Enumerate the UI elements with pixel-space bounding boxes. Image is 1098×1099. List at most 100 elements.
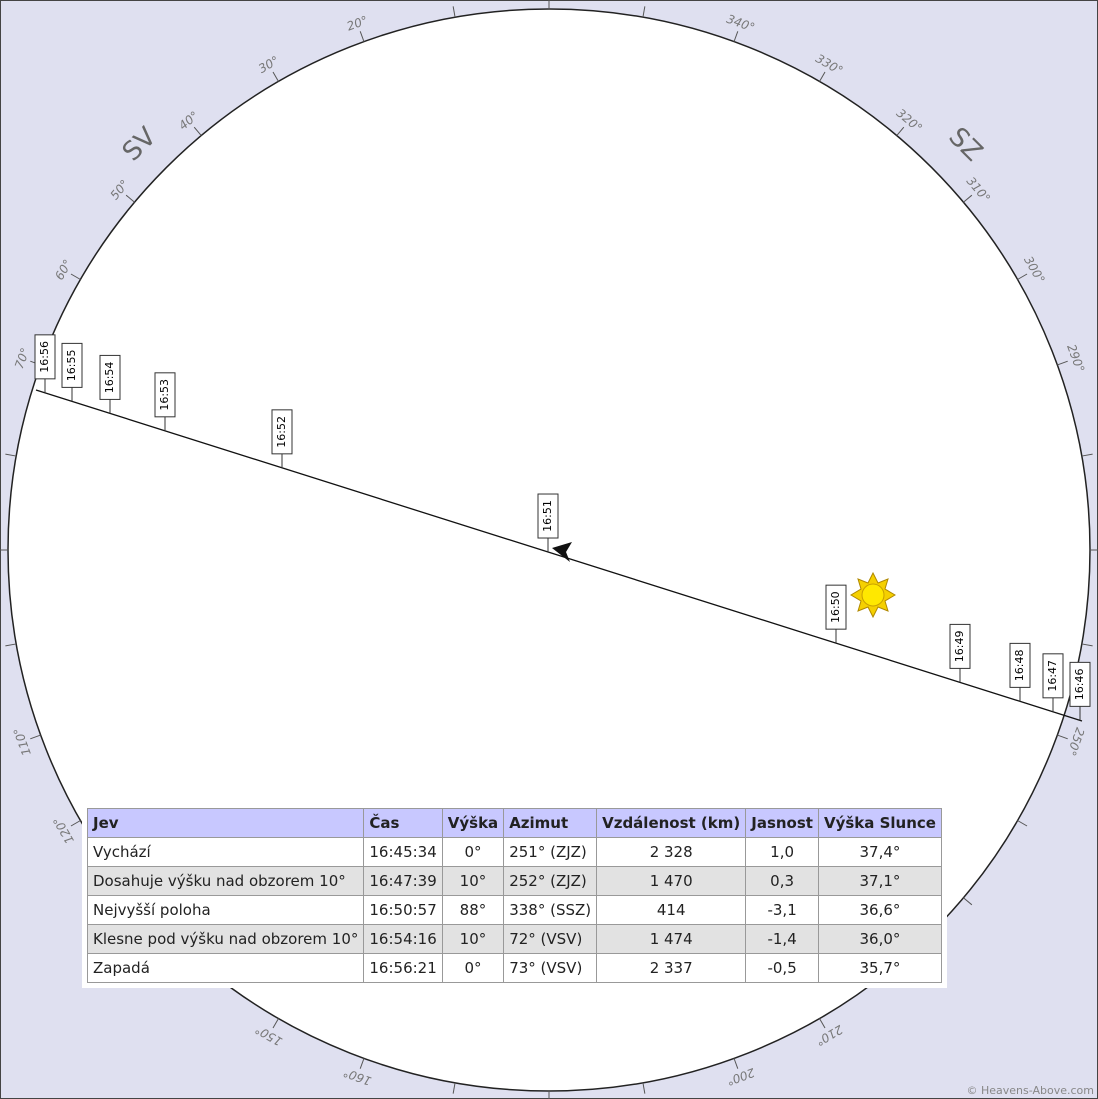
table-cell: 36,6° (817, 895, 942, 925)
table-row: Vychází 16:45:34 0° 251° (ZJZ) 2 328 1,0 37,4° (86, 837, 942, 867)
azimuth-tick (193, 126, 202, 136)
azimuth-tick (963, 897, 973, 906)
azimuth-tick (5, 643, 17, 647)
time-label: 16:56 (38, 341, 51, 373)
table-cell: 72° (VSV) (503, 924, 598, 954)
table-cell: 0° (441, 837, 505, 867)
time-label-box (99, 354, 121, 400)
azimuth-tick (70, 820, 81, 827)
time-label: 16:52 (275, 416, 288, 448)
header-cell: Jasnost (745, 808, 819, 838)
table-cell: 73° (VSV) (503, 953, 598, 983)
azimuth-tick (1057, 360, 1068, 366)
table-row: Dosahuje výšku nad obzorem 10° 16:47:39 10… (86, 866, 942, 896)
table-cell: Zapadá (86, 953, 365, 983)
header-cell: Jev (86, 808, 365, 838)
table-cell: 0° (441, 953, 505, 983)
azimuth-tick (1081, 643, 1093, 647)
pass-table-panel: Jev Čas Výška Azimut Vzdálenost (km) Jasnost V… (82, 803, 947, 988)
header-cell: Azimut (503, 808, 598, 838)
header-cell: Výška (441, 808, 505, 838)
azimuth-tick (452, 6, 456, 18)
azimuth-tick (819, 1018, 826, 1029)
time-label: 16:48 (1013, 650, 1026, 682)
time-labels: 16:46 16:47 16:48 16:49 16:50 16:51 16:52 16:53… (34, 334, 1091, 721)
satellite-track (35, 389, 1083, 722)
azimuth-tick (1017, 273, 1028, 280)
table-cell: Dosahuje výšku nad obzorem 10° (86, 866, 365, 896)
azimuth-tick (5, 453, 17, 457)
time-label-box (949, 623, 971, 669)
table-row: Klesne pod výšku nad obzorem 10° 16:54:16… (86, 924, 942, 954)
azimuth-tick (1081, 453, 1093, 457)
time-label-box (1069, 661, 1091, 707)
table-cell: 16:54:16 (363, 924, 443, 954)
time-label: 16:54 (103, 362, 116, 394)
table-cell: 1 470 (596, 866, 747, 896)
time-label: 16:47 (1046, 660, 1059, 692)
table-cell: 36,0° (817, 924, 942, 954)
time-label-box (537, 493, 559, 539)
time-label-box (1042, 653, 1064, 699)
table-cell: 0,3 (745, 866, 819, 896)
direction-arrow (552, 542, 572, 562)
time-label: 16:53 (158, 379, 171, 411)
header-cell: Čas (363, 808, 443, 838)
pass-table: Jev Čas Výška Azimut Vzdálenost (km) Jasnost V… (86, 808, 942, 983)
table-cell: 1 474 (596, 924, 747, 954)
azimuth-tick (359, 1058, 365, 1069)
table-cell: 16:50:57 (363, 895, 443, 925)
table-cell: 88° (441, 895, 505, 925)
table-cell: 252° (ZJZ) (503, 866, 598, 896)
table-cell: 338° (SSZ) (503, 895, 598, 925)
table-cell: 16:45:34 (363, 837, 443, 867)
table-cell: -1,4 (745, 924, 819, 954)
table-row: Nejvyšší poloha 16:50:57 88° 338° (SSZ) 414-… (86, 895, 942, 925)
credit: © Heavens-Above.com (966, 1084, 1095, 1097)
azimuth-tick (733, 1058, 739, 1069)
azimuth-tick (963, 194, 973, 203)
sun-icon (850, 571, 896, 619)
azimuth-tick (70, 273, 81, 280)
table-row: Zapadá 16:56:21 0° 73° (VSV) 2 337 -0,5 35,7° (86, 953, 942, 983)
azimuth-label: 70° (12, 346, 32, 371)
table-cell: 1,0 (745, 837, 819, 867)
time-label: 16:49 (953, 631, 966, 663)
azimuth-tick (30, 734, 41, 740)
time-label-box (1009, 642, 1031, 688)
header-row: Jev Čas Výška Azimut Vzdálenost (km) Jasnost V… (86, 808, 942, 838)
table-cell: 16:47:39 (363, 866, 443, 896)
azimuth-tick (272, 1018, 279, 1029)
azimuth-tick (125, 194, 135, 203)
time-label: 16:46 (1073, 669, 1086, 701)
azimuth-label: 20° (345, 13, 370, 33)
table-cell: 2 337 (596, 953, 747, 983)
azimuth-tick (819, 71, 826, 82)
azimuth-tick (642, 6, 646, 18)
time-label-box (825, 584, 847, 630)
table-cell: 10° (441, 866, 505, 896)
azimuth-tick (1057, 734, 1068, 740)
table-cell: Klesne pod výšku nad obzorem 10° (86, 924, 365, 954)
time-label: 16:51 (541, 500, 554, 532)
azimuth-tick (1017, 820, 1028, 827)
table-cell: 37,4° (817, 837, 942, 867)
time-label-box (61, 342, 83, 388)
azimuth-tick (642, 1082, 646, 1094)
table-cell: -3,1 (745, 895, 819, 925)
table-cell: 2 328 (596, 837, 747, 867)
time-label: 16:55 (65, 350, 78, 382)
table-cell: Vychází (86, 837, 365, 867)
time-label-box (271, 409, 293, 455)
azimuth-tick (896, 126, 905, 136)
azimuth-tick (272, 71, 279, 82)
azimuth-tick (452, 1082, 456, 1094)
header-cell: Vzdálenost (km) (596, 808, 747, 838)
table-cell: 37,1° (817, 866, 942, 896)
time-label-box (34, 334, 56, 380)
table-cell: -0,5 (745, 953, 819, 983)
table-cell: 10° (441, 924, 505, 954)
header-cell: Výška Slunce (817, 808, 942, 838)
table-cell: 35,7° (817, 953, 942, 983)
